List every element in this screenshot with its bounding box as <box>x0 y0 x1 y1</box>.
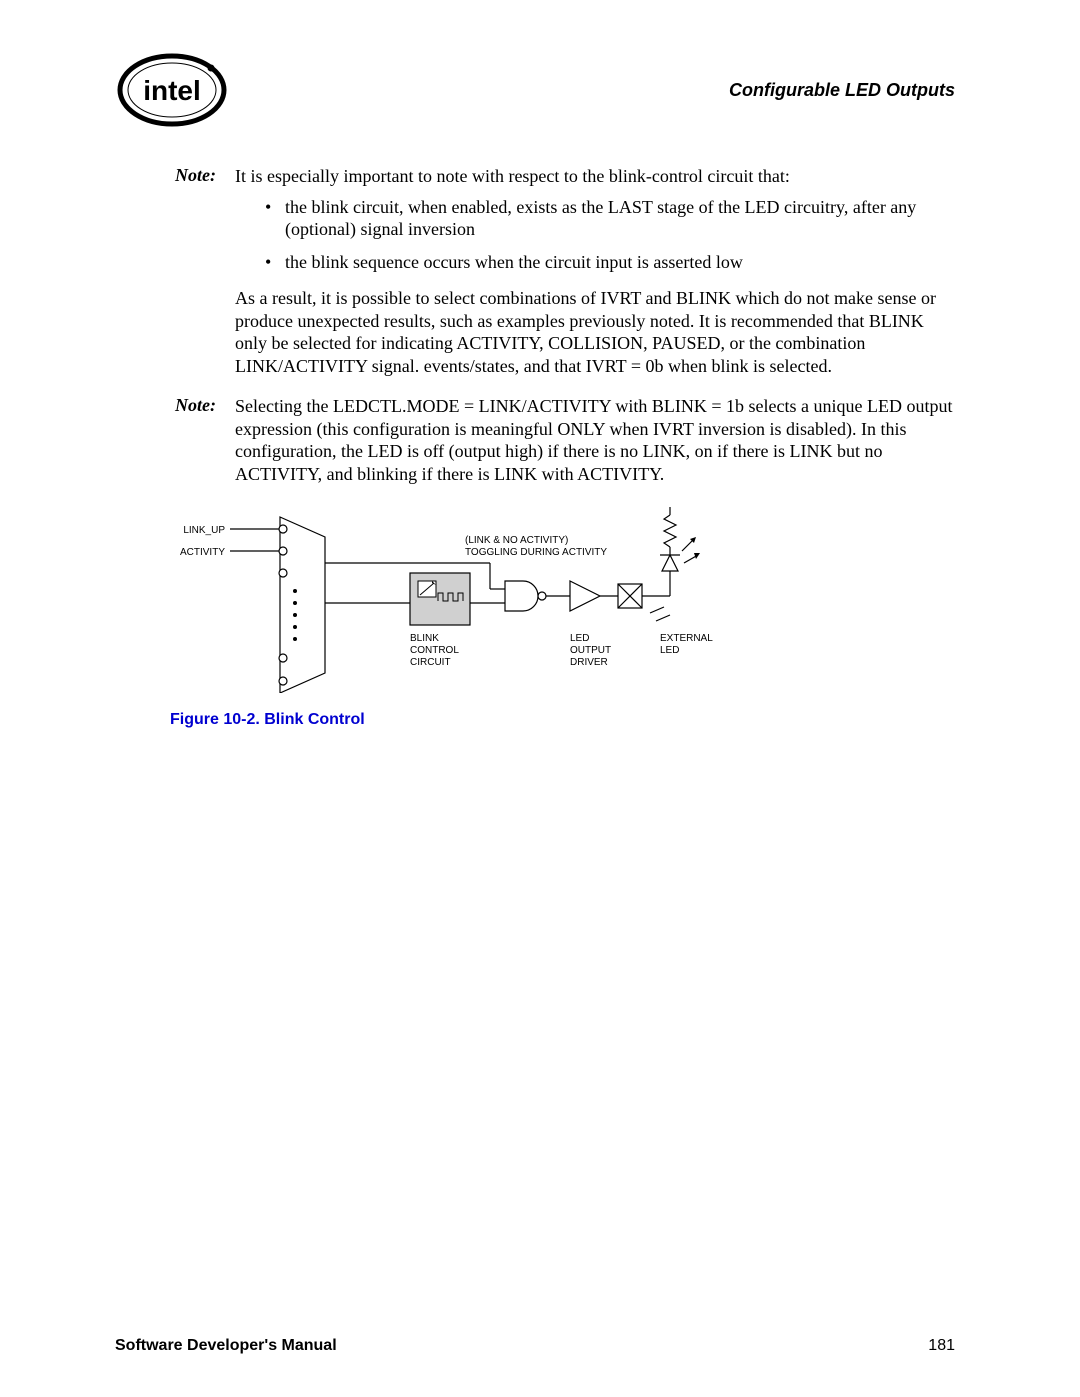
svg-text:CIRCUIT: CIRCUIT <box>410 657 451 668</box>
svg-text:OUTPUT: OUTPUT <box>570 645 611 656</box>
page: intel Configurable LED Outputs Note: It … <box>0 0 1080 1397</box>
note1-intro: It is especially important to note with … <box>235 165 955 188</box>
footer-title: Software Developer's Manual <box>115 1337 337 1355</box>
note1-bullets: the blink circuit, when enabled, exists … <box>235 196 955 274</box>
svg-text:DRIVER: DRIVER <box>570 657 608 668</box>
svg-text:CONTROL: CONTROL <box>410 645 459 656</box>
svg-text:ACTIVITY: ACTIVITY <box>180 547 225 558</box>
section-title: Configurable LED Outputs <box>729 80 955 101</box>
bullet-item: the blink sequence occurs when the circu… <box>265 251 955 274</box>
svg-text:(LINK & NO ACTIVITY): (LINK & NO ACTIVITY) <box>465 535 568 546</box>
figure-caption: Figure 10-2. Blink Control <box>170 711 955 729</box>
note-label: Note: <box>175 165 221 377</box>
svg-text:BLINK: BLINK <box>410 633 439 644</box>
svg-text:LINK_UP: LINK_UP <box>183 525 225 536</box>
intel-logo: intel <box>115 51 230 129</box>
note1-followup: As a result, it is possible to select co… <box>235 287 955 377</box>
blink-control-diagram: LINK_UP ACTIVITY BLINK CONTROL CIRCUIT (… <box>170 503 790 693</box>
svg-text:EXTERNAL: EXTERNAL <box>660 633 713 644</box>
bullet-item: the blink circuit, when enabled, exists … <box>265 196 955 241</box>
note2-text: Selecting the LEDCTL.MODE = LINK/ACTIVIT… <box>235 395 955 485</box>
note-label: Note: <box>175 395 221 485</box>
svg-text:TOGGLING DURING ACTIVITY: TOGGLING DURING ACTIVITY <box>465 547 607 558</box>
svg-text:LED: LED <box>660 645 679 656</box>
page-footer: Software Developer's Manual 181 <box>115 1337 955 1355</box>
page-header: intel Configurable LED Outputs <box>115 55 955 125</box>
note-block-1: Note: It is especially important to note… <box>175 165 955 377</box>
note-block-2: Note: Selecting the LEDCTL.MODE = LINK/A… <box>175 395 955 485</box>
page-number: 181 <box>928 1337 955 1355</box>
svg-text:LED: LED <box>570 633 589 644</box>
svg-text:intel: intel <box>143 75 201 106</box>
